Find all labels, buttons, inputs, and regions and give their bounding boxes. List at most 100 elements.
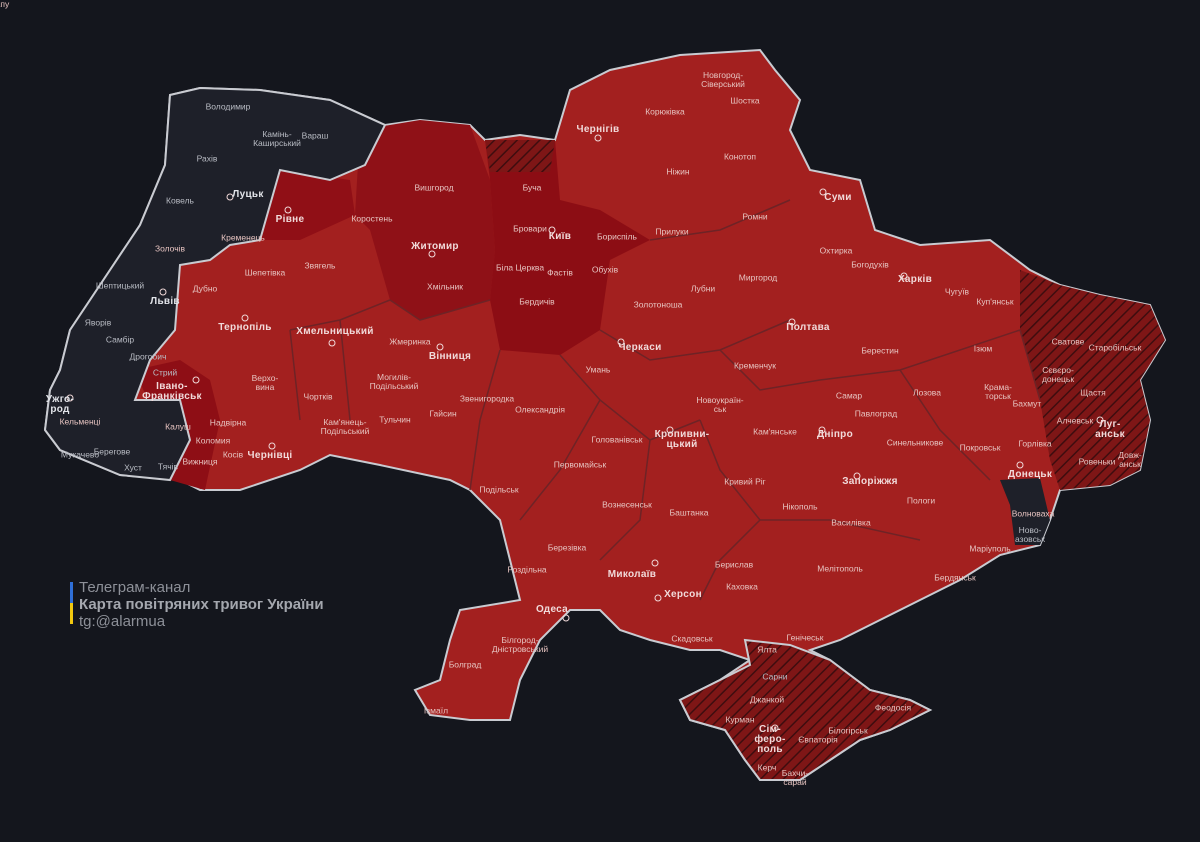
district-label[interactable]: Кельменці: [59, 416, 101, 427]
district-label[interactable]: Мукачево: [60, 449, 100, 460]
district-label[interactable]: Шепетівка: [244, 267, 286, 278]
district-label[interactable]: Волноваха: [1011, 508, 1055, 519]
district-label[interactable]: Корюківка: [645, 106, 685, 117]
district-label[interactable]: Щастя: [1080, 387, 1106, 398]
district-label[interactable]: Пологи: [906, 495, 936, 506]
oblast-center-label[interactable]: Миколаїв: [607, 569, 657, 580]
district-label[interactable]: Дубно: [192, 283, 218, 294]
district-label[interactable]: Ізюм: [973, 343, 993, 354]
district-label[interactable]: Покровськ: [959, 442, 1001, 453]
district-label[interactable]: Кам'янець- Подільський: [320, 417, 370, 436]
oblast-center-label[interactable]: Житомир: [411, 241, 459, 252]
district-label[interactable]: Генічеськ: [786, 632, 824, 643]
district-label[interactable]: Бровари: [513, 223, 547, 234]
district-label[interactable]: Коломия: [195, 435, 231, 446]
oblast-center-label[interactable]: Донецьк: [1007, 469, 1053, 480]
district-label[interactable]: Звягель: [304, 260, 336, 271]
district-label[interactable]: Лубни: [690, 283, 716, 294]
district-label[interactable]: Чортків: [303, 391, 333, 402]
district-label[interactable]: Довж- анськ: [1118, 450, 1142, 469]
district-label[interactable]: Кременець: [221, 232, 265, 243]
district-label[interactable]: Подільськ: [479, 484, 519, 495]
district-label[interactable]: Керч: [757, 762, 777, 773]
oblast-center-label[interactable]: Вінниця: [428, 351, 472, 362]
oblast-center-label[interactable]: Суми: [824, 192, 852, 203]
district-label[interactable]: Біла Церква: [495, 262, 545, 273]
district-label[interactable]: Василівка: [831, 517, 871, 528]
district-label[interactable]: Первомайськ: [553, 459, 607, 470]
district-label[interactable]: Роздільна: [507, 564, 547, 575]
district-label[interactable]: Обухів: [591, 264, 619, 275]
district-label[interactable]: Нікополь: [782, 501, 818, 512]
district-label[interactable]: Березівка: [547, 542, 587, 553]
oblast-center-label[interactable]: Тернопіль: [218, 322, 272, 333]
district-label[interactable]: Курман: [725, 714, 755, 725]
district-label[interactable]: Гайсин: [429, 408, 457, 419]
district-label[interactable]: Берестин: [861, 345, 899, 356]
district-label[interactable]: Чугуїв: [944, 286, 970, 297]
district-label[interactable]: Ровеньки: [1078, 456, 1116, 467]
district-label[interactable]: Ромни: [742, 211, 768, 222]
oblast-center-label[interactable]: Дніпро: [817, 429, 853, 440]
district-label[interactable]: Фастів: [547, 267, 573, 278]
district-label[interactable]: Бахчи- сарай: [781, 768, 809, 787]
district-label[interactable]: Куп'янськ: [976, 296, 1014, 307]
district-label[interactable]: Верхо- вина: [251, 373, 279, 392]
district-label[interactable]: Кривий Ріг: [724, 476, 766, 487]
district-label[interactable]: Крама- торськ: [984, 382, 1012, 401]
district-label[interactable]: Бердичів: [519, 296, 555, 307]
district-label[interactable]: Тульчин: [379, 414, 411, 425]
district-label[interactable]: Богодухів: [851, 259, 889, 270]
district-label[interactable]: Синельникове: [886, 437, 944, 448]
oblast-center-label[interactable]: Чернівці: [247, 450, 293, 461]
district-label[interactable]: Алчевськ: [1056, 415, 1094, 426]
oblast-center-label[interactable]: Черкаси: [618, 342, 662, 353]
district-label[interactable]: Баштанка: [669, 507, 709, 518]
district-label[interactable]: Золочів: [154, 243, 186, 254]
district-label[interactable]: Миргород: [738, 272, 778, 283]
district-label[interactable]: Калуш: [165, 421, 191, 432]
district-label[interactable]: Ніжин: [666, 166, 690, 177]
district-label[interactable]: Павлоград: [854, 408, 898, 419]
district-label[interactable]: Золотоноша: [633, 299, 683, 310]
oblast-center-label[interactable]: Сім- феро- поль: [754, 724, 786, 755]
district-label[interactable]: Бахмут: [1012, 398, 1042, 409]
district-label[interactable]: Стрий: [152, 367, 178, 378]
district-label[interactable]: Маріуполь: [969, 543, 1011, 554]
district-label[interactable]: Сватове: [1051, 336, 1085, 347]
district-label[interactable]: Сєвєро- донецьк: [1041, 365, 1075, 384]
district-label[interactable]: Яни Капу: [0, 0, 10, 9]
district-label[interactable]: Берегове: [93, 446, 131, 457]
oblast-center-label[interactable]: Полтава: [786, 322, 830, 333]
district-label[interactable]: Ізмаїл: [423, 705, 449, 716]
district-label[interactable]: Звенигородка: [459, 393, 515, 404]
district-label[interactable]: Умань: [585, 364, 611, 375]
district-label[interactable]: Вишгород: [414, 182, 454, 193]
district-label[interactable]: Вознесенськ: [602, 499, 652, 510]
district-label[interactable]: Самар: [835, 390, 863, 401]
district-label[interactable]: Новгород- Сіверський: [701, 70, 745, 89]
district-label[interactable]: Прилуки: [655, 226, 689, 237]
district-label[interactable]: Косів: [222, 449, 244, 460]
district-label[interactable]: Ковель: [166, 195, 194, 206]
district-label[interactable]: Кам'янське: [753, 426, 797, 437]
district-label[interactable]: Скадовськ: [671, 633, 713, 644]
district-label[interactable]: Шостка: [730, 95, 760, 106]
oblast-center-label[interactable]: Кропивни- цький: [654, 429, 710, 450]
district-label[interactable]: Хуст: [124, 462, 142, 473]
oblast-center-label[interactable]: Ужго- род: [45, 394, 75, 415]
district-label[interactable]: Ялта: [757, 644, 777, 655]
oblast-center-label[interactable]: Чернігів: [576, 124, 620, 135]
district-label[interactable]: Білогірськ: [828, 725, 868, 736]
district-label[interactable]: Горлівка: [1018, 438, 1052, 449]
district-label[interactable]: Вараш: [301, 130, 329, 141]
district-label[interactable]: Вижниця: [182, 456, 218, 467]
district-label[interactable]: Джанкой: [749, 694, 785, 705]
district-label[interactable]: Жмеринка: [389, 336, 431, 347]
oblast-center-label[interactable]: Херсон: [664, 589, 702, 600]
district-label[interactable]: Старобільськ: [1088, 342, 1142, 353]
district-label[interactable]: Олександрія: [515, 404, 565, 415]
district-label[interactable]: Надвірна: [209, 417, 247, 428]
district-label[interactable]: Шептицький: [95, 280, 145, 291]
district-label[interactable]: Бориспіль: [597, 231, 637, 242]
